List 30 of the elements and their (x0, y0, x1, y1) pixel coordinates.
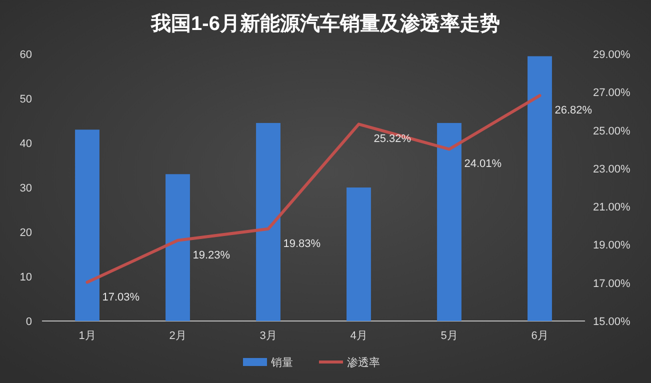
y-tick-label: 50 (20, 94, 32, 106)
x-tick-label: 4月 (350, 330, 368, 342)
y2-tick-label: 15.00% (593, 316, 631, 328)
legend-label: 渗透率 (347, 356, 380, 369)
data-label: 25.32% (374, 133, 412, 146)
y2-tick-label: 23.00% (593, 163, 631, 176)
data-label: 19.83% (283, 238, 321, 250)
x-tick-label: 2月 (169, 330, 186, 342)
data-label: 19.23% (192, 249, 230, 262)
data-label: 24.01% (464, 158, 502, 170)
legend-label: 销量 (270, 357, 293, 369)
x-tick-label: 5月 (440, 330, 458, 342)
y2-tick-label: 25.00% (593, 125, 631, 138)
y2-tick-label: 17.00% (593, 278, 631, 290)
y-tick-label: 60 (20, 49, 32, 61)
y2-tick-label: 29.00% (593, 49, 631, 61)
y-tick-label: 10 (20, 272, 32, 284)
chart-title: 我国1-6月新能源汽车销量及渗透率走势 (150, 12, 500, 35)
y2-tick-label: 27.00% (593, 87, 631, 100)
x-tick-label: 6月 (531, 330, 548, 342)
y2-tick-label: 21.00% (593, 202, 631, 214)
x-tick-label: 1月 (78, 330, 96, 342)
data-label: 17.03% (102, 291, 140, 304)
y-tick-label: 40 (20, 138, 32, 150)
y-tick-label: 20 (20, 227, 32, 239)
y-tick-label: 30 (20, 182, 32, 194)
x-tick-label: 3月 (260, 330, 277, 342)
y2-tick-label: 19.00% (593, 240, 631, 252)
data-label: 26.82% (554, 104, 592, 117)
y-tick-label: 0 (26, 316, 32, 328)
